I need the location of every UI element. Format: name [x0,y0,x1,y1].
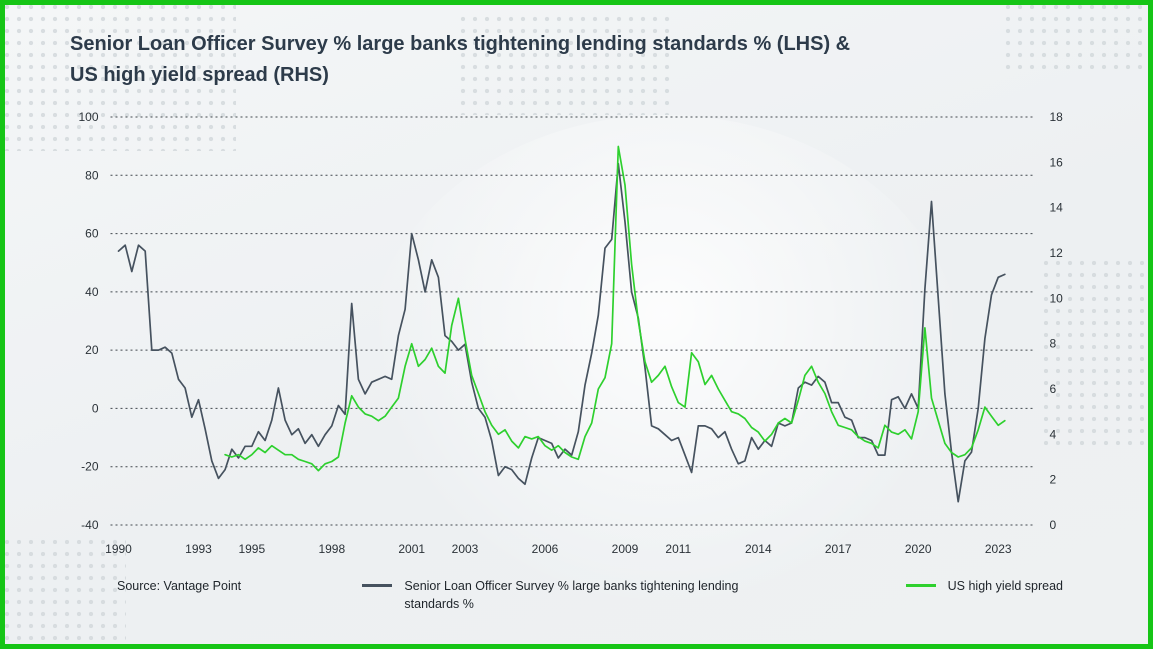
halftone-decoration [1002,5,1148,73]
halftone-decoration [457,13,672,115]
svg-text:16: 16 [1050,155,1064,169]
svg-text:2014: 2014 [745,542,772,556]
svg-text:60: 60 [85,227,99,241]
svg-text:-20: -20 [81,460,99,474]
halftone-decoration [1040,257,1148,452]
svg-text:-40: -40 [81,518,99,532]
chart-title-line1: Senior Loan Officer Survey % large banks… [70,33,851,55]
svg-text:2: 2 [1050,473,1057,487]
source-label: Source: Vantage Point [117,579,242,593]
svg-text:2020: 2020 [905,542,932,556]
svg-text:1998: 1998 [318,542,345,556]
svg-text:20: 20 [85,343,99,357]
svg-text:100: 100 [78,110,98,124]
svg-text:12: 12 [1050,246,1064,260]
hy-spread-line-swatch [905,584,936,587]
chart-footer: Source: Vantage Point Senior Loan Office… [5,573,1148,613]
svg-text:2001: 2001 [398,542,425,556]
svg-text:2003: 2003 [452,542,479,556]
svg-text:1993: 1993 [185,542,212,556]
svg-text:2011: 2011 [665,542,691,556]
chart-area: 100 80 60 40 20 0 -20 -40 18 16 14 12 10 8 6 4 2 0 1990 199… [33,105,1148,573]
halftone-decoration [5,536,126,644]
svg-text:8: 8 [1050,337,1057,351]
svg-text:2017: 2017 [825,542,852,556]
svg-text:10: 10 [1050,291,1064,305]
svg-text:80: 80 [85,168,99,182]
svg-text:4: 4 [1050,427,1057,441]
svg-text:1990: 1990 [105,542,132,556]
svg-text:14: 14 [1050,201,1064,215]
svg-text:18: 18 [1050,110,1064,124]
svg-text:2009: 2009 [612,542,639,556]
background-glow [365,115,965,615]
chart-title-line2: US high yield spread (RHS) [70,64,329,86]
svg-text:2023: 2023 [985,542,1012,556]
legend-label-slos: Senior Loan Officer Survey % large banks… [404,579,739,612]
chart-title: Senior Loan Officer Survey % large banks… [5,5,1148,91]
legend-item-slos: Senior Loan Officer Survey % large banks… [362,577,784,613]
svg-text:0: 0 [1050,518,1057,532]
slos-line-swatch [362,584,393,587]
svg-text:0: 0 [92,401,99,415]
svg-text:1995: 1995 [238,542,265,556]
legend-label-hy-spread: US high yield spread [947,579,1063,593]
svg-text:6: 6 [1050,382,1057,396]
svg-text:40: 40 [85,285,99,299]
legend-item-hy-spread: US high yield spread [905,577,1063,595]
halftone-decoration [5,5,236,151]
svg-text:2006: 2006 [532,542,559,556]
